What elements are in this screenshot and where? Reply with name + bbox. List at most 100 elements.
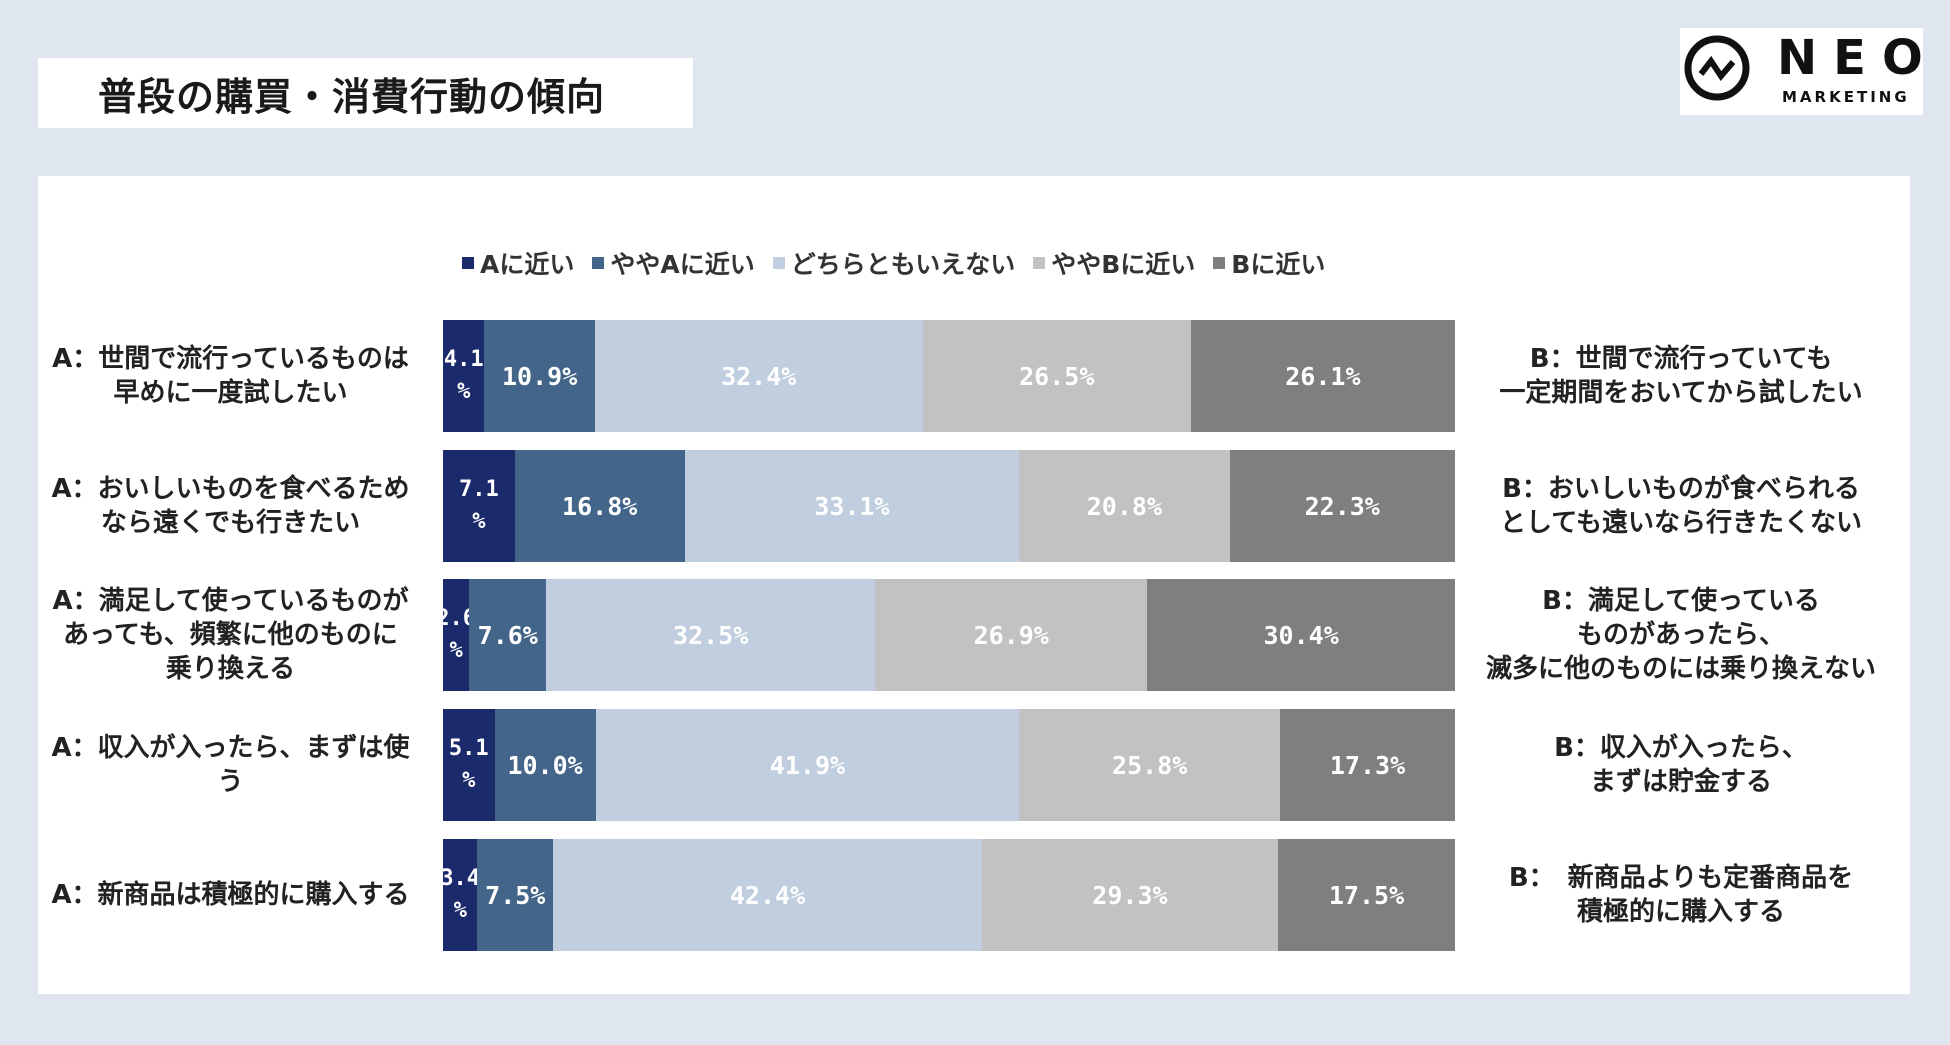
legend-swatch-0 [462,257,474,269]
bar-row-3-seg-1: 10.0% [494,709,596,821]
legend-item-2: どちらともいえない [772,245,1016,281]
bar-row-0-seg-3: 26.5% [922,320,1191,432]
row-0-b-label-line-0: B：世間で流行っていても [1529,344,1833,374]
row-2-b-label-line-2: 滅多に他のものには乗り換えない [1485,654,1876,684]
row-0-a-label: A：世間で流行っているものは 早めに一度試したい [38,320,423,432]
bar-row-0-label-4: 26.1% [1285,361,1361,391]
row-1-b-label-line-1: としても遠いなら行きたくない [1500,508,1862,538]
legend-label-4: Bに近い [1231,250,1326,279]
legend-swatch-2 [772,257,785,269]
bar-row-0-seg-2: 32.4% [594,320,923,432]
bar-row-4-label-1: 7.5% [485,880,546,910]
bar-row-1-seg-0: 7.1 % [443,450,515,562]
bar-row-4-label-0: 3.4 % [440,866,481,923]
bar-row-0-seg-4: 26.1% [1190,320,1455,432]
row-3-b-label-line-0: B：収入が入ったら、 [1554,733,1808,763]
neo-marketing-logo: NEO MARKETING [1680,28,1923,115]
row-4-a-label-line-0: A：新商品は積極的に購入する [51,880,410,910]
bar-row-0-seg-1: 10.9% [484,320,595,432]
bar-row-3-label-3: 25.8% [1112,750,1188,780]
legend-item-1: ややAに近い [592,245,755,281]
legend-swatch-1 [592,257,605,269]
title-box: 普段の購買・消費行動の傾向 [38,58,693,128]
row-4-b-label-line-1: 積極的に購入する [1576,897,1785,927]
bar-row-4: 3.4 % 7.5% 42.4% 29.3% 17.5% [440,839,1455,951]
bar-row-2-seg-0: 2.6 % [436,579,476,691]
bar-row-1-seg-1: 16.8% [514,450,685,562]
bar-row-3-seg-0: 5.1 % [443,709,495,821]
bar-row-2-label-1: 7.6% [477,620,538,650]
row-2-a-label-line-2: 乗り換える [165,654,296,684]
row-0-b-label-line-1: 一定期間をおいてから試したい [1499,378,1863,408]
bar-row-2-label-3: 26.9% [973,620,1049,650]
row-3-a-label-line-1: う [217,767,244,797]
bar-row-1-label-3: 20.8% [1086,491,1162,521]
bar-row-4-label-3: 29.3% [1092,880,1168,910]
bar-row-2-seg-4: 30.4% [1147,579,1455,691]
logo-sub: MARKETING [1782,88,1910,106]
bar-row-2-seg-2: 32.5% [546,579,876,691]
bar-row-1-label-0: 7.1 % [459,477,499,534]
bar-row-4-label-2: 42.4% [729,880,806,910]
bar-row-3-label-2: 41.9% [769,750,846,780]
row-0-a-label-line-0: A：世間で流行っているものは [52,344,409,374]
bar-row-1-label-2: 33.1% [814,491,890,521]
row-4-a-label: A：新商品は積極的に購入する [38,839,423,951]
logo-brand: NEO [1777,30,1939,86]
row-2-a-label-line-1: あっても、頻繁に他のものに [63,620,398,650]
bar-row-2-label-2: 32.5% [673,620,749,650]
bar-row-4-seg-3: 29.3% [981,839,1279,951]
legend-item-4: Bに近い [1213,245,1325,281]
bar-row-0: 4.1 % 10.9% 32.4% 26.5% 26.1% [443,320,1455,432]
bar-row-4-seg-2: 42.4% [553,839,982,951]
bar-row-3-label-4: 17.3% [1329,750,1406,780]
bar-row-0-label-2: 32.4% [721,361,797,391]
row-4-b-label-line-0: B： 新商品よりも定番商品を [1508,863,1854,893]
row-0-a-label-line-1: 早めに一度試したい [113,378,348,408]
row-2-a-label: A：満足して使っているものが あっても、頻繁に他のものに 乗り換える [38,579,423,691]
row-1-b-label: B：おいしいものが食べられる としても遠いなら行きたくない [1456,450,1906,562]
bar-row-3-label-1: 10.0% [507,750,583,780]
bar-row-2-seg-3: 26.9% [875,579,1148,691]
bar-row-1-seg-3: 20.8% [1019,450,1230,562]
bar-row-2: 2.6 % 7.6% 32.5% 26.9% 30.4% [436,579,1455,691]
bar-row-3-seg-2: 41.9% [595,709,1020,821]
bar-row-1: 7.1 % 16.8% 33.1% 20.8% 22.3% [443,450,1455,562]
bar-row-2-seg-1: 7.6% [469,579,547,691]
bar-row-0-label-3: 26.5% [1019,361,1095,391]
bar-row-4-seg-1: 7.5% [477,839,554,951]
legend-swatch-3 [1033,257,1046,269]
legend-label-1: ややAに近い [610,250,755,279]
page-title: 普段の購買・消費行動の傾向 [98,74,606,119]
row-3-b-label: B：収入が入ったら、 まずは貯金する [1456,709,1906,821]
bar-row-2-label-4: 30.4% [1263,620,1339,650]
row-0-b-label: B：世間で流行っていても 一定期間をおいてから試したい [1456,320,1906,432]
row-3-b-label-line-1: まずは貯金する [1589,767,1772,797]
bar-row-3-seg-4: 17.3% [1280,709,1455,821]
row-1-a-label-line-1: なら遠くでも行きたい [100,508,361,538]
bar-row-3: 5.1 % 10.0% 41.9% 25.8% 17.3% [443,709,1455,821]
legend-swatch-4 [1213,257,1226,269]
row-2-b-label-line-0: B：満足して使っている [1542,586,1820,616]
row-2-b-label-line-1: ものがあったら、 [1576,620,1785,650]
chart-legend: Aに近い ややAに近い どちらともいえない ややBに近い Bに近い [462,245,1325,281]
legend-label-2: どちらともいえない [790,250,1016,279]
bar-row-1-seg-2: 33.1% [684,450,1020,562]
bar-row-3-label-0: 5.1 % [448,736,489,793]
bar-row-4-seg-0: 3.4 % [440,839,481,951]
row-1-b-label-line-0: B：おいしいものが食べられる [1502,474,1860,504]
bar-row-3-seg-3: 25.8% [1019,709,1281,821]
legend-label-3: ややBに近い [1051,250,1196,279]
row-1-a-label: A：おいしいものを食べるため なら遠くでも行きたい [38,450,423,562]
bar-row-1-label-4: 22.3% [1304,491,1380,521]
bar-row-0-label-0: 4.1 % [443,347,484,404]
bar-row-1-seg-4: 22.3% [1229,450,1455,562]
row-2-b-label: B：満足して使っている ものがあったら、滅多に他のものには乗り換えない [1456,579,1906,691]
legend-item-0: Aに近い [462,245,574,281]
bar-row-4-seg-4: 17.5% [1278,839,1455,951]
row-4-b-label: B： 新商品よりも定番商品を 積極的に購入する [1456,839,1906,951]
bar-row-4-label-4: 17.5% [1328,880,1405,910]
bar-row-1-label-1: 16.8% [562,491,638,521]
row-3-a-label-line-0: A：収入が入ったら、まずは使 [51,733,410,763]
legend-label-0: Aに近い [480,250,575,279]
